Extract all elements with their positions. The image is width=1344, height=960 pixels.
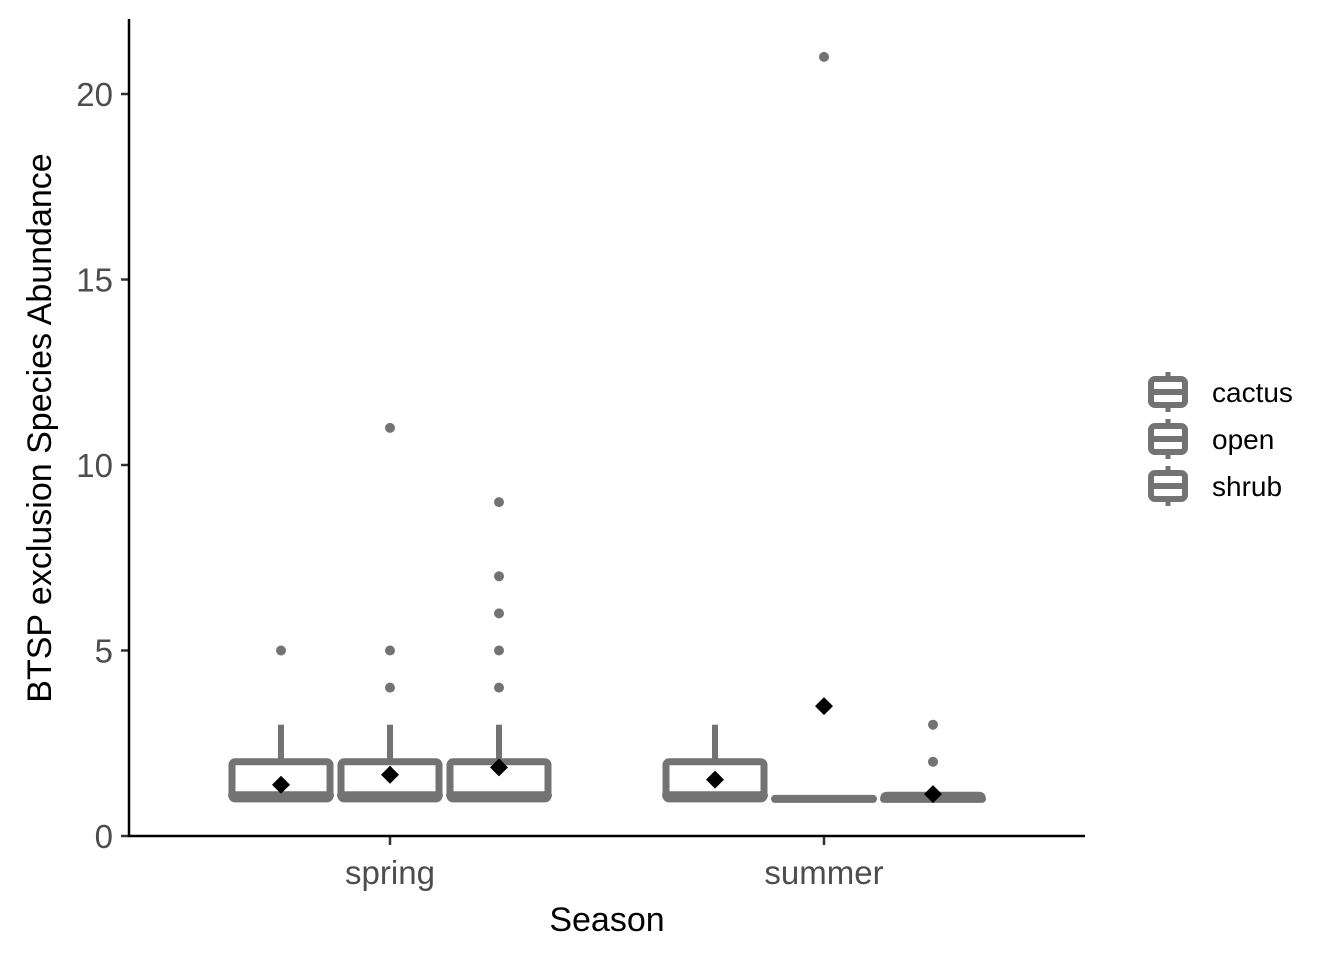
- legend-label: shrub: [1212, 471, 1282, 502]
- outlier-point: [385, 422, 395, 433]
- outlier-point: [494, 645, 504, 656]
- x-axis-title: Season: [549, 901, 664, 939]
- outlier-point: [494, 682, 504, 693]
- box-spring-shrub: [446, 497, 552, 803]
- y-tick-label: 0: [95, 818, 113, 855]
- mean-marker: [706, 770, 724, 789]
- x-axis-ticks: spring summer: [345, 836, 884, 891]
- y-tick-label: 5: [95, 633, 113, 670]
- legend-item-cactus: cactus: [1148, 372, 1293, 412]
- mean-marker: [381, 765, 399, 784]
- box-summer-open: [771, 51, 877, 803]
- mean-marker: [815, 697, 833, 716]
- outlier-point: [928, 756, 938, 767]
- legend-item-open: open: [1148, 419, 1274, 459]
- y-axis-title: BTSP exclusion Species Abundance: [21, 153, 59, 702]
- y-tick-label: 15: [76, 262, 113, 299]
- outlier-point: [385, 645, 395, 656]
- mean-marker: [490, 758, 508, 777]
- outlier-point: [928, 719, 938, 730]
- outlier-point: [494, 497, 504, 508]
- outlier-point: [819, 51, 829, 62]
- y-tick-label: 20: [76, 76, 113, 113]
- legend-label: open: [1212, 424, 1274, 455]
- outlier-point: [494, 608, 504, 619]
- y-axis-ticks: 0 5 10 15 20: [76, 76, 129, 855]
- legend-item-shrub: shrub: [1148, 466, 1282, 506]
- box-spring-open: [337, 422, 443, 803]
- mean-marker: [272, 775, 290, 794]
- legend: cactus open shrub: [1148, 372, 1293, 506]
- y-tick-label: 10: [76, 447, 113, 484]
- outlier-point: [385, 682, 395, 693]
- boxes-layer: [228, 51, 986, 804]
- box-spring-cactus: [228, 645, 334, 803]
- outlier-point: [494, 571, 504, 582]
- mean-marker: [924, 785, 942, 804]
- legend-label: cactus: [1212, 377, 1293, 408]
- box-summer-shrub: [880, 719, 986, 804]
- outlier-point: [276, 645, 286, 656]
- x-tick-label-summer: summer: [764, 854, 883, 891]
- box-summer-cactus: [662, 724, 768, 803]
- x-tick-label-spring: spring: [345, 854, 435, 891]
